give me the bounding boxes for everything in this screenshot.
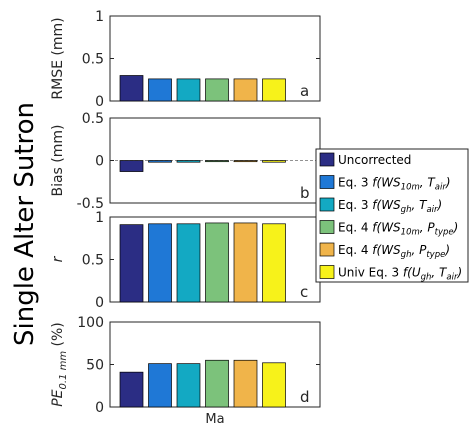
bar-c-4 xyxy=(205,222,229,303)
bar-a-1 xyxy=(119,75,144,102)
legend-swatch xyxy=(319,197,335,212)
y-tick-label: 0 xyxy=(95,94,104,110)
legend-swatch xyxy=(319,265,335,279)
panel-a: 0 0.5 1 a RMSE (mm) xyxy=(50,9,321,110)
bar-d-3 xyxy=(176,363,201,408)
bar-d-6 xyxy=(262,362,286,408)
y-tick-label: 0.5 xyxy=(82,253,104,269)
panel-letter: c xyxy=(300,283,308,301)
bar-a-2 xyxy=(148,78,172,102)
x-tick-label: Ma xyxy=(205,412,224,427)
bar-a-4 xyxy=(205,78,229,102)
y-axis-label: r xyxy=(50,255,66,262)
panel-c: 0 0.5 1 c r xyxy=(50,210,321,311)
legend-box xyxy=(315,148,469,283)
legend-swatch xyxy=(319,220,335,234)
legend-entry: Eq. 4 f(WS10m, Ptype) xyxy=(338,221,458,238)
y-axis-label: Bias (mm) xyxy=(50,124,66,196)
bar-d-2 xyxy=(148,363,172,408)
legend-entry: Eq. 4 f(WSgh, Ptype) xyxy=(338,243,450,260)
legend: Uncorrected Eq. 3 f(WS10m, Tair) Eq. 3 f(W… xyxy=(315,148,469,283)
panel-b: -0.5 0 0.5 b Bias (mm) xyxy=(50,111,321,212)
bar-d-5 xyxy=(233,359,258,408)
legend-entry: Uncorrected xyxy=(338,153,411,167)
bar-a-3 xyxy=(176,78,201,102)
y-tick-label: 1 xyxy=(95,9,104,25)
panel-d: 0 50 100 d PE0.1 mm (%) xyxy=(50,315,321,416)
bar-c-3 xyxy=(176,223,201,303)
legend-swatch xyxy=(319,152,335,167)
bar-d-4 xyxy=(205,359,229,408)
bar-b-1 xyxy=(119,160,144,172)
panel-letter: d xyxy=(300,388,310,406)
y-tick-label: 0.5 xyxy=(82,52,104,68)
legend-entry: Eq. 3 f(WSgh, Tair) xyxy=(338,198,442,215)
legend-entry: Eq. 3 f(WS10m, Tair) xyxy=(338,176,451,193)
side-title: Single Alter Sutron xyxy=(10,102,40,346)
bar-c-2 xyxy=(148,223,172,303)
bar-b-3 xyxy=(176,160,201,163)
y-tick-label: 0.5 xyxy=(82,111,104,127)
bar-c-5 xyxy=(233,222,258,303)
bar-d-1 xyxy=(119,371,144,408)
bar-b-6 xyxy=(262,160,286,163)
legend-swatch xyxy=(319,175,335,189)
bar-c-1 xyxy=(119,224,144,303)
panel-letter: a xyxy=(300,82,309,100)
bar-a-6 xyxy=(262,78,286,102)
y-tick-label: -0.5 xyxy=(77,196,104,212)
y-axis-label: RMSE (mm) xyxy=(50,17,66,99)
legend-swatch xyxy=(319,242,335,257)
bar-a-5 xyxy=(233,78,258,102)
y-tick-label: 0 xyxy=(95,295,104,311)
y-tick-label: 100 xyxy=(77,315,104,331)
y-tick-label: 50 xyxy=(86,358,104,374)
panel-letter: b xyxy=(300,184,310,202)
bar-c-6 xyxy=(262,223,286,303)
y-tick-label: 0 xyxy=(95,400,104,416)
y-axis-label: PE0.1 mm (%) xyxy=(50,322,69,407)
legend-entry: Univ Eq. 3 f(Ugh, Tair) xyxy=(338,266,462,283)
y-tick-label: 1 xyxy=(95,210,104,226)
y-tick-label: 0 xyxy=(95,154,104,170)
